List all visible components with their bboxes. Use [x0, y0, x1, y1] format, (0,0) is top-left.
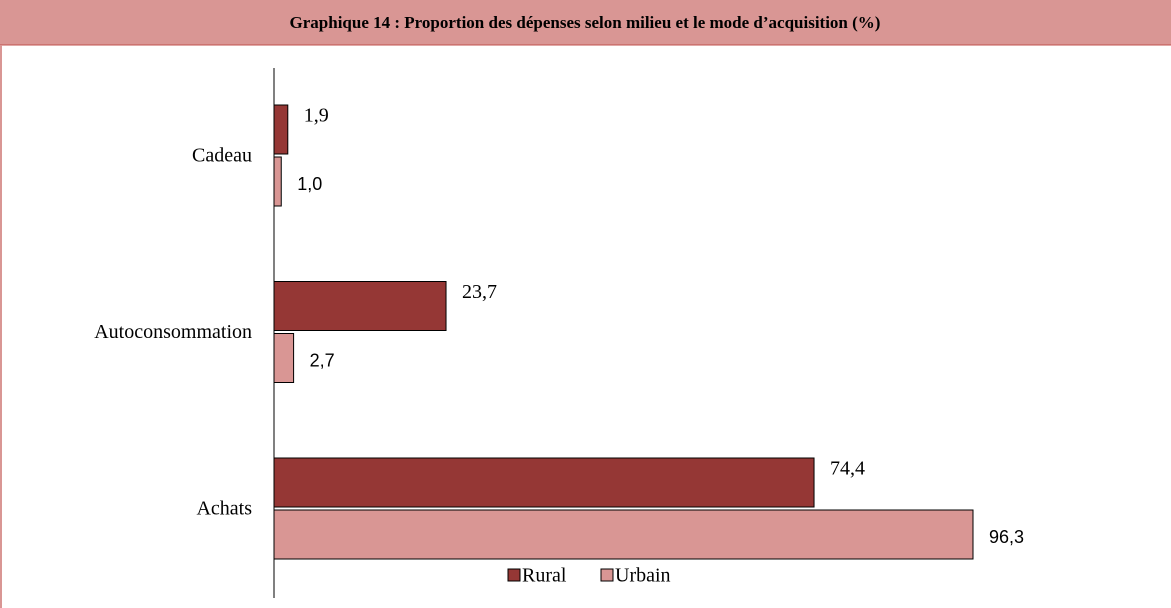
legend-swatch: [600, 568, 614, 582]
data-label: 23,7: [462, 281, 497, 303]
legend-label: Urbain: [615, 565, 671, 587]
category-label: Cadeau: [192, 145, 252, 167]
bar: [273, 509, 974, 560]
category-label: Achats: [196, 498, 252, 520]
legend-swatch: [507, 568, 521, 582]
data-label: 1,0: [297, 174, 322, 194]
bar: [273, 333, 295, 383]
legend-label: Rural: [522, 565, 567, 587]
bar: [273, 104, 289, 155]
chart-title: Graphique 14 : Proportion des dépenses s…: [290, 13, 881, 32]
bar: [273, 457, 815, 508]
data-label: 96,3: [989, 527, 1024, 547]
data-label: 1,9: [304, 105, 329, 127]
data-label: 74,4: [830, 458, 865, 480]
category-label: Autoconsommation: [94, 321, 252, 343]
bar: [273, 156, 282, 207]
data-label: 2,7: [310, 350, 335, 370]
bar: [273, 281, 447, 331]
title-band: [0, 0, 1171, 45]
